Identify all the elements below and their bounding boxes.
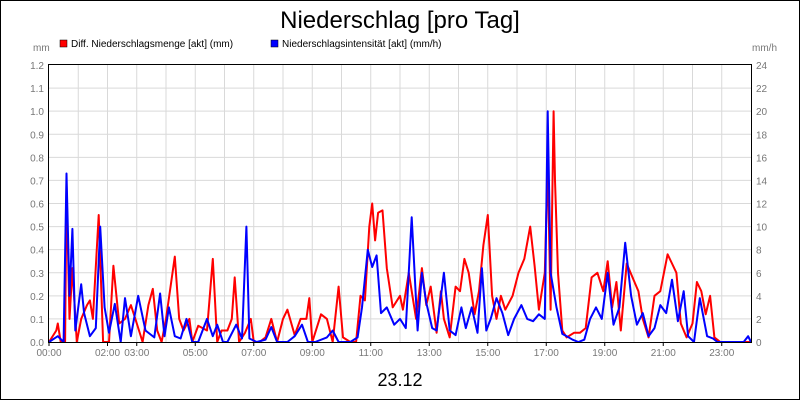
x-tick-label: 03:00 (124, 348, 149, 359)
series-layer (48, 110, 752, 343)
y-right-tick-label: 0 (756, 338, 762, 349)
x-tick-label: 15:00 (475, 348, 500, 359)
date-label: 23.12 (377, 370, 422, 390)
plot-area-border (48, 64, 752, 343)
y-left-tick-label: 0.7 (30, 176, 44, 187)
y-left-tick-label: 0.0 (30, 338, 44, 349)
y-right-unit: mm/h (752, 43, 777, 54)
x-tick-label: 21:00 (651, 348, 676, 359)
y-left-tick-label: 0.2 (30, 292, 44, 303)
y-right-tick-label: 16 (756, 153, 768, 164)
y-left-tick-label: 0.4 (30, 246, 44, 257)
x-axis: 00:00 02:00 03:00 05:00 07:00 09:00 11:00 13:00… (36, 342, 735, 359)
y-left-unit: mm (33, 43, 50, 54)
legend-swatch-red (59, 39, 68, 48)
series-line-niederschlagsmenge (48, 110, 751, 343)
y-right-tick-label: 18 (756, 130, 768, 141)
x-tick-label: 13:00 (417, 348, 442, 359)
y-left-tick-label: 1.2 (30, 61, 44, 72)
y-right-tick-label: 12 (756, 200, 768, 211)
y-right-tick-label: 2 (756, 315, 762, 326)
legend-swatch-blue (270, 39, 279, 48)
x-tick-label: 07:00 (241, 348, 266, 359)
y-left-tick-label: 0.9 (30, 130, 44, 141)
y-left-tick-label: 0.6 (30, 200, 44, 211)
x-tick-label: 09:00 (300, 348, 325, 359)
y-right-tick-label: 8 (756, 246, 762, 257)
y-right-tick-label: 6 (756, 269, 762, 280)
y-right-tick-label: 4 (756, 292, 762, 303)
y-right-tick-label: 20 (756, 107, 768, 118)
y-left-tick-label: 0.8 (30, 153, 44, 164)
y-right-tick-label: 22 (756, 84, 768, 95)
x-tick-label: 17:00 (534, 348, 559, 359)
legend: Diff. Niederschlagsmenge [akt] (mm) Nied… (59, 39, 442, 50)
grid (49, 65, 751, 342)
series-line-niederschlagsintensitaet (48, 110, 752, 343)
y-left-tick-label: 0.5 (30, 223, 44, 234)
x-tick-label: 23:00 (709, 348, 734, 359)
legend-label-red: Diff. Niederschlagsmenge [akt] (mm) (71, 39, 233, 50)
y-right-tick-label: 24 (756, 61, 768, 72)
legend-label-blue: Niederschlagsintensität [akt] (mm/h) (282, 39, 442, 50)
y-left-tick-label: 1.1 (30, 84, 44, 95)
y-left-tick-label: 1.0 (30, 107, 44, 118)
chart-title: Niederschlag [pro Tag] (280, 7, 520, 34)
y-right-tick-label: 10 (756, 223, 768, 234)
x-tick-label: 02:00 (95, 348, 120, 359)
y-right-tick-label: 14 (756, 176, 768, 187)
y-left-tick-label: 0.3 (30, 269, 44, 280)
x-tick-label: 00:00 (36, 348, 61, 359)
x-tick-label: 11:00 (359, 348, 384, 359)
x-tick-label: 05:00 (183, 348, 208, 359)
y-left-tick-label: 0.1 (30, 315, 44, 326)
x-tick-label: 19:00 (592, 348, 617, 359)
y-left-axis: 0.0 0.1 0.2 0.3 0.4 0.5 0.6 0.7 0.8 0.9 1.0 1.1 1.2 (30, 61, 44, 349)
